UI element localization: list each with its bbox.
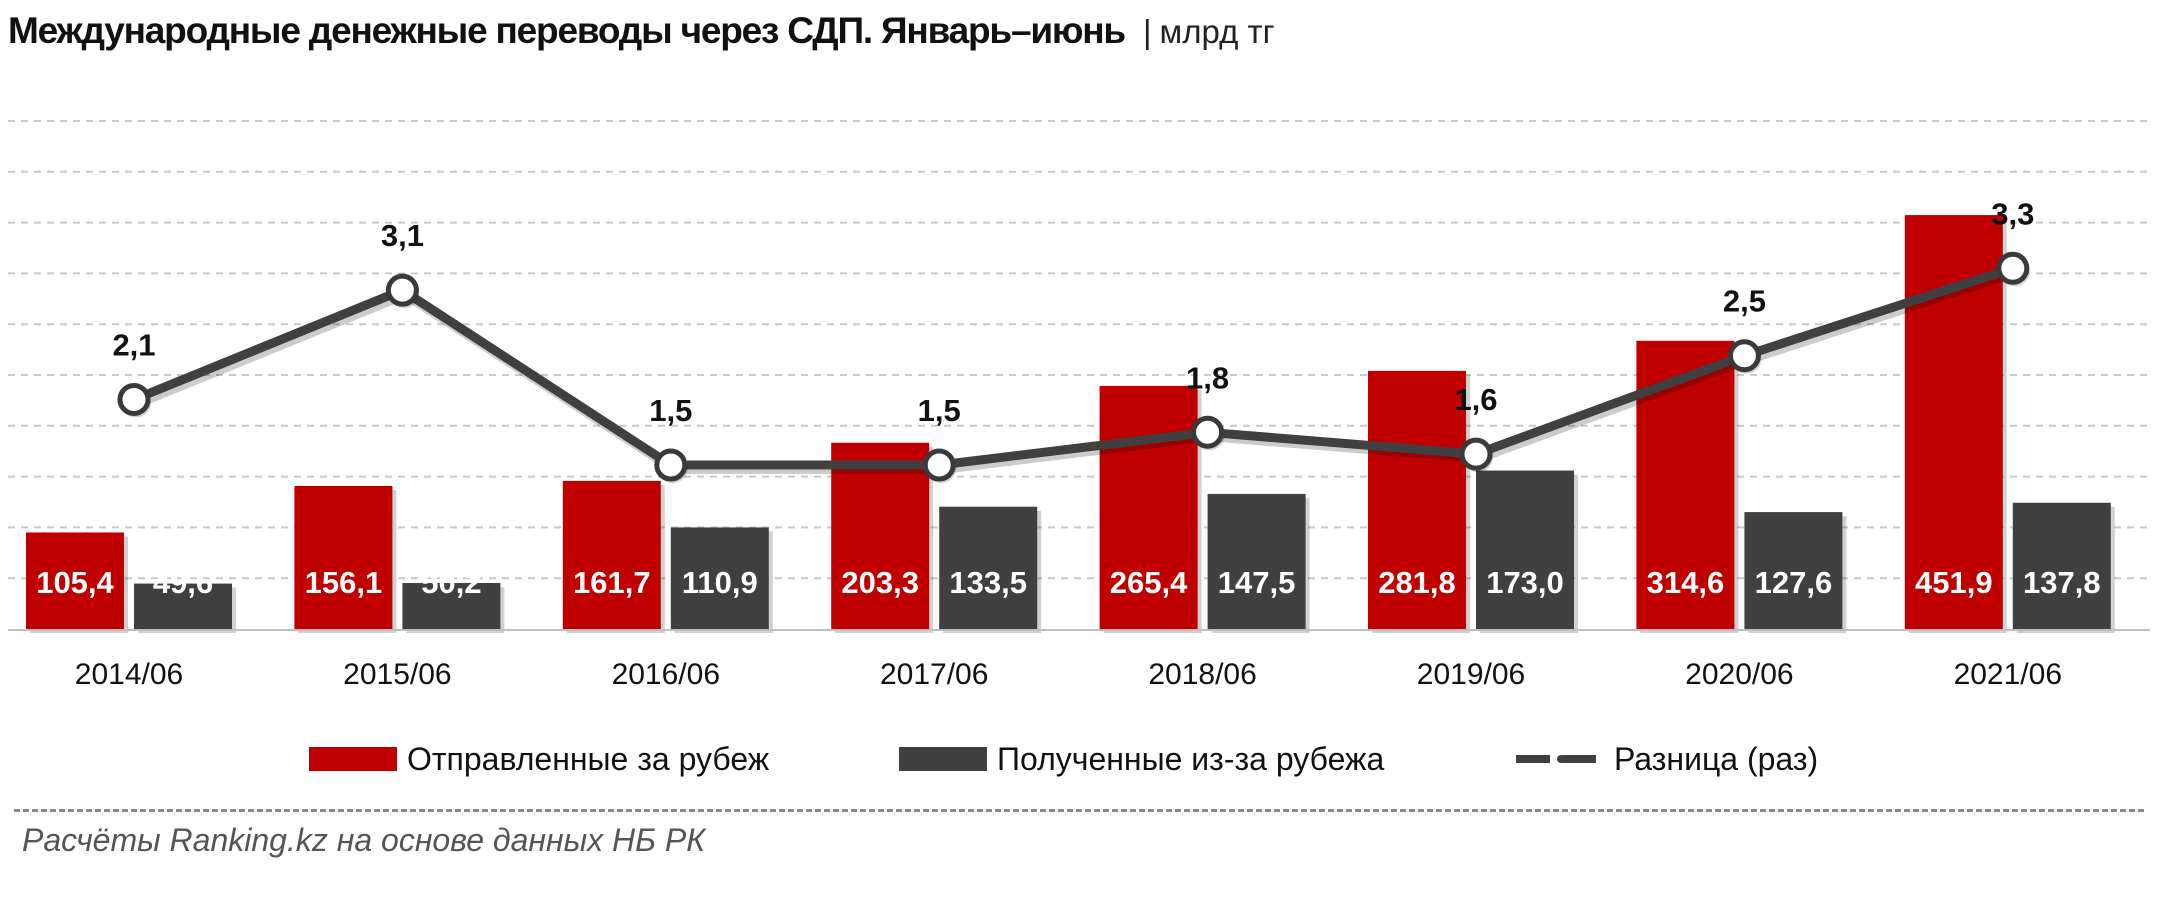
legend-swatch-received (899, 747, 987, 771)
ratio-point (1191, 415, 1225, 449)
ratio-label: 1,5 (918, 393, 961, 428)
data-labels: 105,4 49,6 156,1 50,2 161,7 110,9 203,3 133,5 26… (36, 196, 2100, 600)
chart-unit-text: млрд тг (1159, 13, 1275, 50)
ratio-point (1459, 437, 1493, 471)
bar-label-received: 50,2 (421, 565, 481, 600)
chart-plot: 105,4 49,6 156,1 50,2 161,7 110,9 203,3 133,5 26… (8, 120, 2150, 777)
chart-unit: | млрд тг (1142, 13, 1275, 50)
x-tick-label: 2014/06 (75, 658, 183, 691)
ratio-label: 2,1 (112, 327, 155, 362)
ratio-point (385, 273, 419, 307)
x-tick-label: 2018/06 (1148, 658, 1256, 691)
footer-divider (14, 809, 2144, 812)
bar-label-received: 49,6 (153, 565, 213, 600)
ratio-point (922, 448, 956, 482)
bar-received (1744, 512, 1843, 629)
bar-sent (1368, 370, 1466, 629)
x-tick-label: 2016/06 (612, 658, 720, 691)
bar-sent (831, 442, 930, 629)
bar-sent (26, 532, 124, 629)
ratio-line-layer (117, 251, 2030, 484)
chart-title-row: Международные денежные переводы через СД… (8, 10, 1275, 70)
bar-label-sent: 314,6 (1647, 565, 1725, 600)
x-tick-label: 2015/06 (343, 658, 451, 691)
bar-received (1476, 470, 1574, 629)
legend-swatch-ratio-dot (1557, 755, 1565, 763)
ratio-label: 3,1 (381, 218, 424, 253)
x-axis: 2014/06 2015/06 2016/06 2017/06 2018/06 2019/… (8, 629, 2150, 691)
x-tick-label: 2017/06 (880, 658, 988, 691)
bar-label-sent: 156,1 (305, 565, 383, 600)
bar-label-sent: 451,9 (1915, 565, 1993, 600)
chart-title: Международные денежные переводы через СД… (8, 10, 1126, 51)
bars (26, 215, 2115, 633)
bar-sent (1099, 385, 1198, 629)
legend-label-received: Полученные из-за рубежа (997, 741, 1384, 777)
ratio-point (1996, 251, 2030, 285)
bar-label-sent: 105,4 (36, 565, 114, 600)
ratio-point (1727, 339, 1761, 373)
bar-sent (294, 486, 393, 629)
ratio-point (117, 382, 151, 416)
ratio-label: 1,5 (649, 393, 692, 428)
bar-label-received: 147,5 (1218, 565, 1296, 600)
legend-label-sent: Отправленные за рубеж (407, 741, 770, 777)
ratio-label: 3,3 (1991, 196, 2034, 231)
bar-received (939, 506, 1038, 629)
bar-label-sent: 281,8 (1378, 565, 1456, 600)
bar-label-sent: 265,4 (1110, 565, 1188, 600)
bar-label-received: 127,6 (1755, 565, 1833, 600)
bar-label-received: 173,0 (1486, 565, 1564, 600)
ratio-point (654, 448, 688, 482)
gridlines (8, 120, 2150, 580)
ratio-line (132, 264, 2015, 470)
source-note: Расчёты Ranking.kz на основе данных НБ Р… (22, 822, 706, 858)
ratio-label: 2,5 (1723, 284, 1766, 319)
ratio-label: 1,8 (1186, 360, 1229, 395)
bar-label-sent: 203,3 (841, 565, 919, 600)
bar-received (670, 527, 769, 629)
legend-swatch-sent (309, 747, 397, 771)
ratio-label: 1,6 (1454, 382, 1497, 417)
bar-sent (562, 480, 661, 629)
bar-received (402, 583, 501, 629)
bar-received (2012, 502, 2111, 629)
legend-label-ratio: Разница (раз) (1614, 741, 1818, 777)
bar-label-sent: 161,7 (573, 565, 651, 600)
x-tick-label: 2020/06 (1685, 658, 1793, 691)
x-tick-label: 2021/06 (1954, 658, 2062, 691)
bar-received (134, 583, 232, 629)
bar-label-received: 110,9 (682, 565, 758, 600)
bar-label-received: 133,5 (949, 565, 1027, 600)
bar-received (1207, 493, 1306, 629)
bar-label-received: 137,8 (2023, 565, 2101, 600)
x-tick-label: 2019/06 (1417, 658, 1525, 691)
legend: Отправленные за рубеж Полученные из-за ру… (309, 741, 1818, 777)
